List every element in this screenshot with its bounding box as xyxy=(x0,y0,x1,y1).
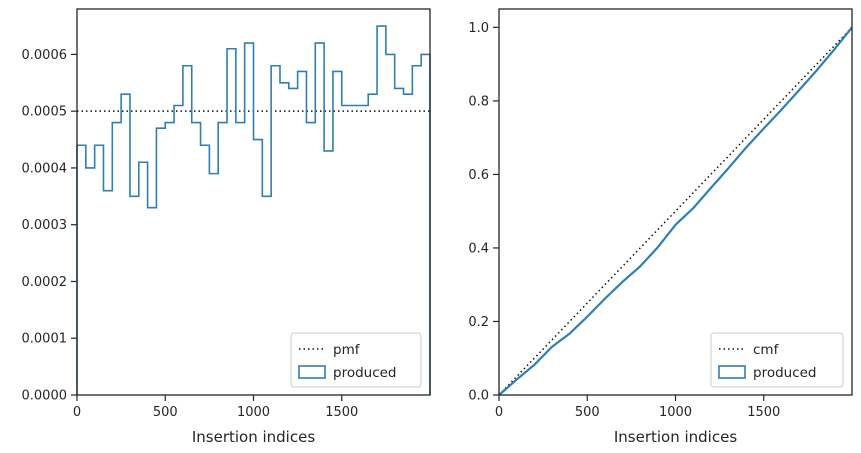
legend-box xyxy=(710,332,844,388)
y-tick-label: 0.0001 xyxy=(22,332,68,347)
series-produced-line xyxy=(498,26,853,396)
x-tick-label: 1500 xyxy=(747,405,780,420)
legend-label-cmf: cmf xyxy=(753,342,780,358)
y-tick-label: 0.0 xyxy=(468,389,489,404)
plot-frame xyxy=(76,8,431,396)
x-axis-label: Insertion indices xyxy=(192,428,315,446)
legend: cmf produced xyxy=(710,332,844,388)
y-tick-label: 0.8 xyxy=(468,94,489,109)
left-chart-pmf: 0 500 1000 1500 0.0000 0.0001 0.0002 0.0003 0.00… xyxy=(22,8,431,446)
y-tick-label: 0.0005 xyxy=(22,105,68,120)
y-tick-label: 0.0006 xyxy=(22,48,68,63)
y-tick-label: 0.0002 xyxy=(22,275,68,290)
plot-frame xyxy=(498,8,853,396)
right-chart-cmf: 0 500 1000 1500 0.0 0.2 0.4 0.6 0.8 1.0 Insertion … xyxy=(468,8,853,446)
legend-label-produced: produced xyxy=(333,365,397,381)
legend-swatch-produced xyxy=(298,365,326,379)
x-tick-label: 0 xyxy=(73,405,81,420)
x-tick-label: 0 xyxy=(495,405,503,420)
y-tick-label: 0.6 xyxy=(468,168,489,183)
y-tick-label: 0.4 xyxy=(468,241,489,256)
series-produced-histogram xyxy=(76,25,431,395)
y-tick-label: 0.0000 xyxy=(22,389,68,404)
legend-label-pmf: pmf xyxy=(333,342,361,358)
y-tick-label: 1.0 xyxy=(468,21,489,36)
x-tick-label: 500 xyxy=(153,405,178,420)
y-tick-label: 0.0003 xyxy=(22,218,68,233)
x-axis-label: Insertion indices xyxy=(614,428,737,446)
legend: pmf produced xyxy=(290,332,422,388)
x-tick-label: 1000 xyxy=(659,405,692,420)
x-tick-label: 1000 xyxy=(237,405,270,420)
y-tick-label: 0.2 xyxy=(468,315,489,330)
legend-box xyxy=(290,332,422,388)
x-tick-label: 500 xyxy=(575,405,600,420)
legend-label-produced: produced xyxy=(753,365,817,381)
y-tick-label: 0.0004 xyxy=(22,161,68,176)
x-tick-label: 1500 xyxy=(325,405,358,420)
legend-swatch-produced xyxy=(718,365,746,379)
